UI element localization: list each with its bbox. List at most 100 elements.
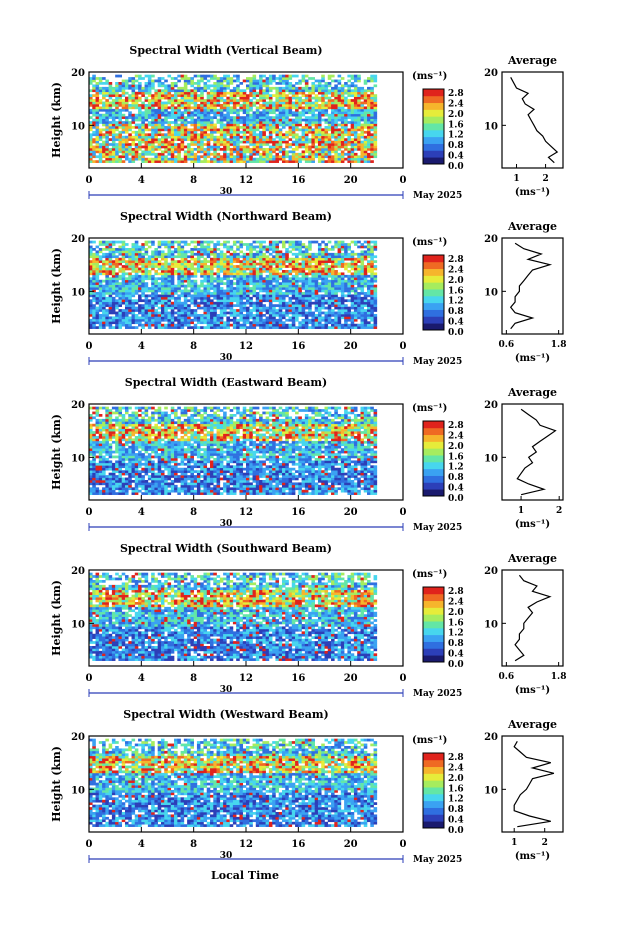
- heatmap-cell: [259, 123, 263, 127]
- heatmap-cell: [314, 99, 319, 102]
- heatmap-cell: [278, 272, 283, 276]
- heatmap-cell: [206, 272, 211, 276]
- heatmap-cell: [167, 74, 172, 78]
- heatmap-cell: [252, 121, 257, 124]
- heatmap-cell: [232, 106, 237, 110]
- heatmap-cell: [128, 279, 132, 283]
- heatmap-cell: [164, 255, 168, 259]
- heatmap-cell: [210, 267, 214, 271]
- heatmap-cell: [357, 94, 361, 97]
- heatmap-cell: [98, 121, 103, 124]
- heatmap-cell: [265, 277, 270, 281]
- heatmap-cell: [357, 306, 361, 310]
- heatmap-cell: [242, 135, 247, 139]
- heatmap-cell: [281, 157, 286, 161]
- heatmap-cell: [334, 108, 338, 112]
- heatmap-cell: [350, 296, 355, 300]
- heatmap-cell: [151, 296, 155, 300]
- heatmap-cell: [363, 257, 368, 261]
- heatmap-cell: [301, 299, 306, 303]
- heatmap-cell: [190, 155, 194, 159]
- heatmap-cell: [219, 155, 224, 159]
- heatmap-cell: [275, 152, 280, 156]
- heatmap-cell: [249, 311, 253, 315]
- heatmap-cell: [102, 152, 106, 156]
- heatmap-cell: [236, 299, 240, 303]
- heatmap-cell: [246, 128, 250, 132]
- heatmap-cell: [331, 91, 335, 95]
- heatmap-cell: [115, 89, 119, 93]
- heatmap-cell: [89, 116, 93, 119]
- heatmap-cell: [151, 309, 155, 312]
- heatmap-cell: [196, 140, 201, 144]
- heatmap-cell: [190, 150, 194, 154]
- heatmap-cell: [174, 160, 178, 163]
- heatmap-cell: [232, 118, 237, 122]
- heatmap-cell: [255, 282, 260, 285]
- heatmap-cell: [268, 257, 273, 261]
- heatmap-cell: [288, 128, 293, 132]
- heatmap-cell: [174, 272, 178, 276]
- heatmap-cell: [334, 311, 338, 315]
- heatmap-cell: [331, 74, 335, 78]
- heatmap-cell: [278, 277, 283, 281]
- heatmap-cell: [232, 255, 237, 259]
- heatmap-cell: [331, 257, 335, 261]
- heatmap-cell: [213, 138, 217, 141]
- heatmap-cell: [288, 309, 293, 312]
- heatmap-cell: [147, 321, 152, 325]
- heatmap-cell: [111, 143, 116, 146]
- heatmap-cell: [219, 277, 224, 281]
- heatmap-cell: [174, 91, 178, 95]
- heatmap-cell: [216, 91, 221, 95]
- heatmap-cell: [275, 287, 280, 290]
- heatmap-cell: [121, 311, 126, 315]
- heatmap-cell: [259, 270, 263, 273]
- heatmap-cell: [239, 274, 244, 278]
- heatmap-cell: [281, 74, 286, 78]
- heatmap-cell: [259, 118, 263, 122]
- heatmap-cell: [95, 296, 100, 300]
- heatmap-cell: [314, 150, 319, 154]
- heatmap-cell: [183, 135, 188, 139]
- heatmap-cell: [268, 86, 273, 90]
- heatmap-cell: [285, 143, 289, 146]
- heatmap-cell: [236, 321, 240, 325]
- heatmap-cell: [141, 160, 145, 163]
- heatmap-cell: [268, 121, 273, 124]
- heatmap-cell: [141, 314, 145, 317]
- heatmap-cell: [314, 135, 319, 139]
- heatmap-cell: [154, 299, 158, 303]
- heatmap-cell: [272, 77, 276, 80]
- heatmap-cell: [272, 314, 276, 317]
- heatmap-cell: [272, 274, 276, 278]
- heatmap-cell: [219, 82, 224, 85]
- heatmap-cell: [272, 289, 276, 293]
- heatmap-cell: [252, 301, 257, 305]
- heatmap-cell: [268, 123, 273, 127]
- heatmap-cell: [252, 133, 257, 137]
- heatmap-cell: [262, 260, 266, 263]
- heatmap-cell: [226, 267, 230, 271]
- heatmap-cell: [281, 138, 286, 141]
- heatmap-cell: [138, 99, 142, 102]
- heatmap-cell: [174, 262, 178, 266]
- heatmap-cell: [144, 323, 149, 327]
- heatmap-cell: [115, 255, 119, 259]
- heatmap-cell: [334, 86, 338, 90]
- heatmap-cell: [370, 309, 374, 312]
- heatmap-cell: [239, 326, 244, 329]
- heatmap-cell: [327, 152, 332, 156]
- heatmap-cell: [291, 106, 296, 110]
- heatmap-cell: [95, 321, 100, 325]
- heatmap-cell: [210, 160, 214, 163]
- heatmap-cell: [317, 106, 322, 110]
- heatmap-cell: [304, 106, 309, 110]
- heatmap-cell: [268, 108, 273, 112]
- heatmap-cell: [174, 289, 178, 293]
- heatmap-cell: [246, 311, 250, 315]
- heatmap-cell: [138, 111, 142, 115]
- heatmap-cell: [219, 296, 224, 300]
- heatmap-cell: [311, 91, 315, 95]
- heatmap-cell: [180, 262, 185, 266]
